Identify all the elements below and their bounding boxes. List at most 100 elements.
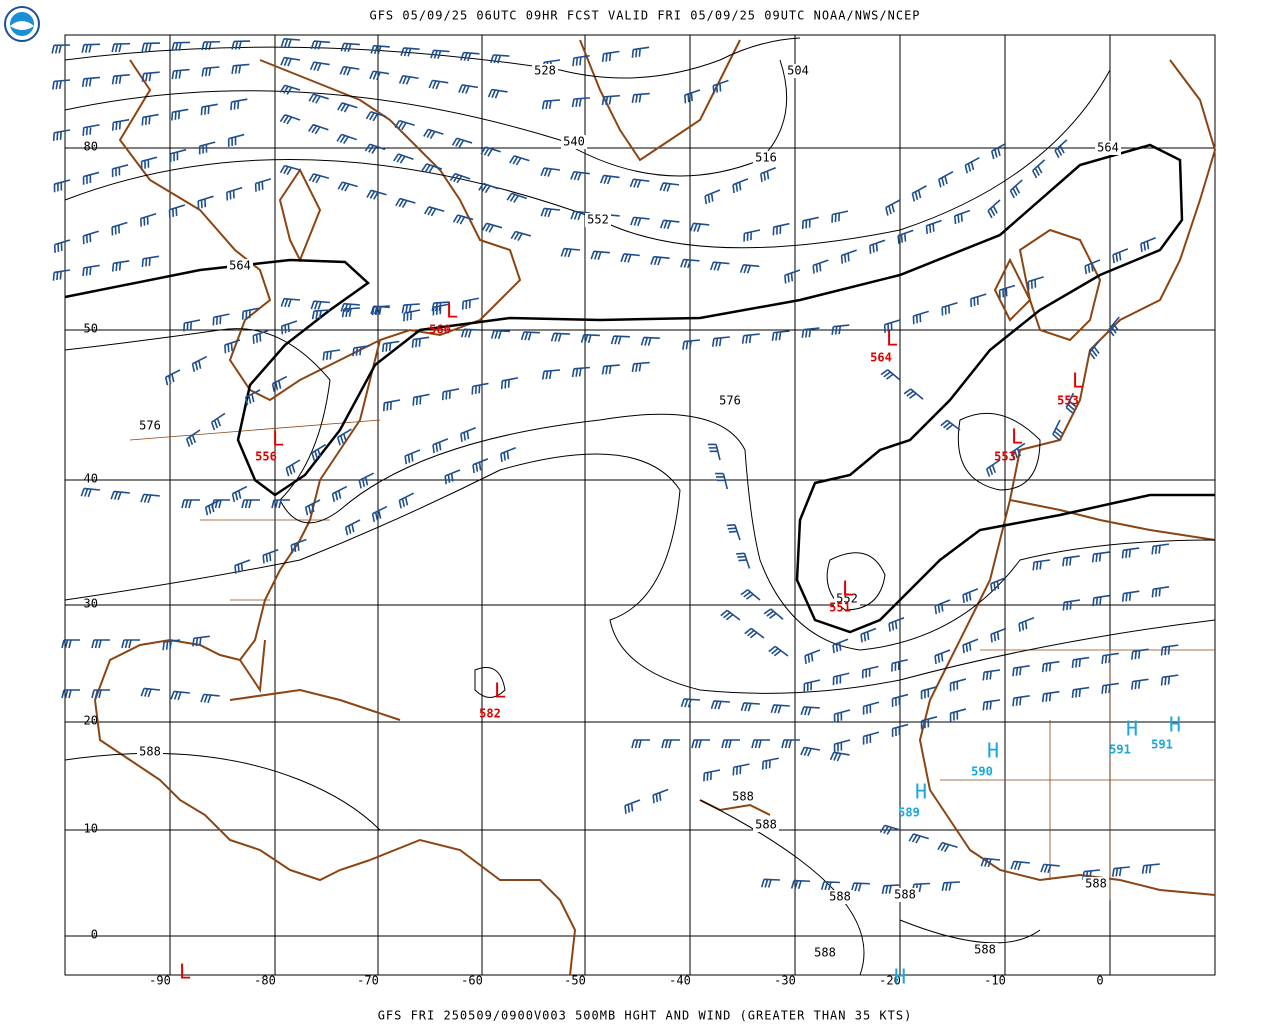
wind-barb	[308, 123, 329, 135]
contour-label: 540	[563, 135, 585, 149]
wind-barb	[761, 757, 779, 770]
wind-barb	[920, 686, 938, 700]
wind-barb	[861, 665, 879, 679]
wind-barb	[244, 389, 261, 406]
wind-barb	[458, 84, 479, 94]
wind-barb	[550, 332, 570, 342]
wind-barb	[721, 739, 740, 749]
latitude-label: 20	[84, 714, 98, 728]
wind-barb	[1041, 660, 1060, 673]
wind-barb	[768, 645, 789, 657]
wind-barb	[370, 44, 390, 55]
wind-barb	[801, 327, 820, 338]
wind-barb	[590, 250, 610, 260]
contour-label: 588	[894, 888, 916, 902]
wind-barb	[121, 639, 140, 649]
coastlines	[93, 39, 1217, 976]
wind-barb	[1121, 590, 1140, 602]
high-center: H	[1126, 717, 1138, 741]
wind-barb	[800, 746, 821, 757]
wind-barb	[711, 336, 730, 347]
wind-barb	[290, 538, 307, 554]
contour-label-bg	[532, 64, 558, 78]
wind-barb	[210, 412, 226, 431]
longitude-label: -60	[461, 974, 483, 988]
wind-barb	[760, 166, 777, 182]
wind-barb	[920, 716, 938, 730]
wind-barb	[365, 110, 387, 122]
wind-barb	[1071, 656, 1090, 669]
wind-barb	[403, 309, 421, 322]
wind-barb	[1151, 586, 1170, 598]
wind-barb	[1031, 159, 1046, 179]
wind-barb	[309, 61, 330, 72]
wind-barb	[185, 429, 201, 447]
wind-barb	[341, 307, 360, 318]
wind-barb	[141, 42, 160, 52]
wind-barb	[712, 79, 729, 94]
wind-barb	[82, 171, 100, 185]
wind-barb	[990, 627, 1007, 643]
wind-barb	[304, 499, 321, 516]
wind-barb	[340, 42, 360, 52]
longitude-label: 0	[1096, 974, 1103, 988]
contour-label: 576	[139, 419, 161, 433]
wind-barb	[680, 698, 701, 708]
wind-barb	[1141, 863, 1160, 874]
wind-barb	[140, 493, 160, 504]
wind-barb	[739, 264, 760, 274]
wind-barb	[601, 94, 620, 106]
wind-barb	[751, 739, 770, 749]
wind-barb	[801, 216, 819, 230]
wind-barb	[412, 393, 430, 406]
wind-barb	[1140, 236, 1157, 252]
wind-barb	[659, 182, 680, 192]
wind-barb	[234, 559, 251, 574]
wind-barb	[570, 170, 590, 181]
contour-label-bg	[1083, 877, 1109, 891]
contour-label-bg	[834, 592, 860, 606]
contour-label: 576	[719, 394, 741, 408]
latitude-label: 40	[84, 472, 98, 486]
wind-barb	[833, 739, 851, 753]
wind-barb	[490, 54, 510, 64]
contour-label-bg	[812, 946, 838, 960]
high-value: 591	[1109, 743, 1131, 757]
wind-barb	[736, 552, 751, 569]
wind-barb	[52, 129, 71, 142]
wind-barb	[631, 361, 650, 373]
wind-barb	[541, 369, 561, 380]
wind-barb	[254, 178, 272, 192]
wind-barb	[169, 148, 187, 163]
wind-barb	[911, 185, 927, 202]
wind-barb	[741, 333, 760, 344]
wind-barb	[1010, 860, 1030, 871]
low-value: 564	[870, 351, 892, 365]
contour-label: 588	[974, 943, 996, 957]
wind-barb	[51, 44, 71, 54]
wind-barb	[212, 313, 230, 326]
wind-barb	[812, 259, 829, 274]
wind-barb	[1160, 674, 1179, 686]
wind-barb	[164, 369, 181, 386]
wind-barb	[201, 66, 220, 77]
wind-barb	[772, 222, 790, 236]
wind-barb	[998, 284, 1016, 299]
wind-barb	[337, 102, 358, 113]
wind-barb	[168, 204, 186, 218]
latitude-label: 0	[91, 928, 98, 942]
longitude-label: -80	[254, 974, 276, 988]
wind-barb	[398, 492, 415, 509]
wind-barb	[81, 43, 101, 53]
wind-barb	[1027, 276, 1044, 290]
wind-barb	[862, 731, 880, 745]
low-center: L	[1011, 425, 1023, 449]
wind-barb	[885, 199, 901, 216]
contour-label: 588	[814, 946, 836, 960]
wind-barb	[211, 499, 230, 509]
wind-barb	[941, 301, 958, 316]
wind-barb	[831, 324, 850, 335]
wind-barb	[366, 189, 387, 200]
wind-barb	[339, 65, 360, 76]
wind-barb	[1089, 339, 1101, 360]
